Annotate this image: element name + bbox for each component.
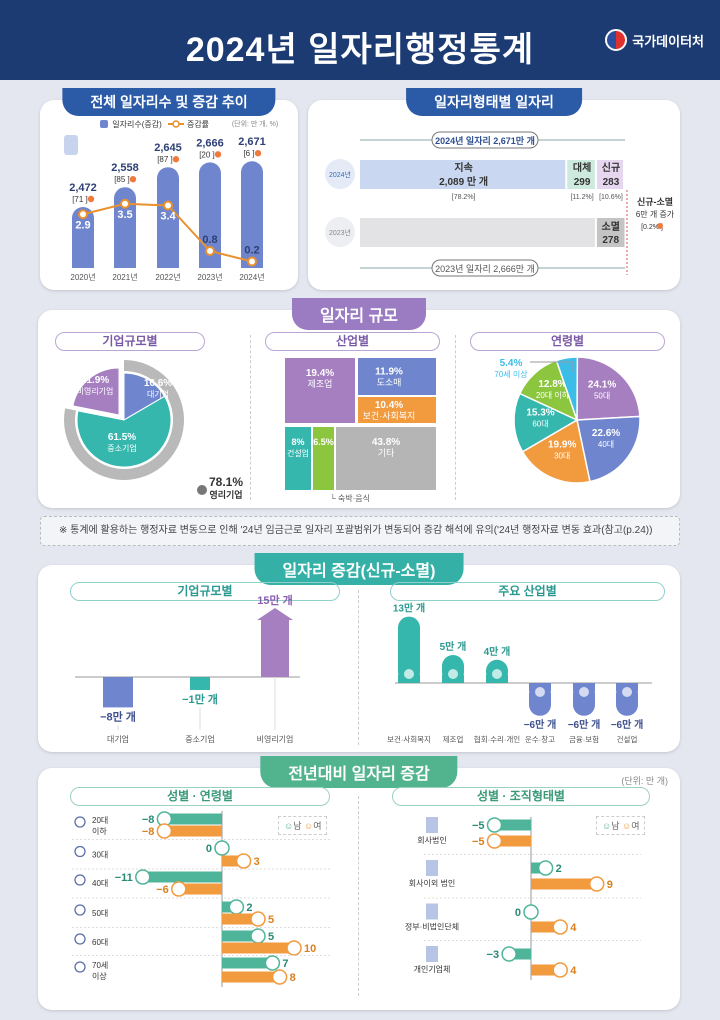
header: 2024년 일자리행정통계 국가데이터처: [0, 0, 720, 80]
agency-logo: 국가데이터처: [605, 28, 704, 52]
legend-female: 여: [313, 821, 322, 831]
legend-age: ☺남 ☺여: [278, 816, 328, 835]
trend-title: 전체 일자리수 및 증감 추이: [62, 88, 276, 116]
page-title: 2024년 일자리행정통계: [185, 31, 535, 69]
forms-title: 일자리형태별 일자리: [406, 88, 582, 116]
female-icon: ☺: [304, 821, 314, 831]
divider: [455, 335, 456, 500]
sub-company: 기업규모별: [70, 582, 340, 601]
divider: [358, 796, 359, 996]
sub-org: 성별 · 조직형태별: [392, 787, 650, 806]
agency-name: 국가데이터처: [632, 33, 704, 49]
sub-age: 연령별: [470, 332, 665, 351]
female-icon: ☺: [622, 821, 632, 831]
yoy-title: 전년대비 일자리 증감: [260, 756, 458, 788]
taegeuk-logo-icon: [605, 29, 628, 51]
yoy-panel: 전년대비 일자리 증감 (단위: 만 개) 성별 · 연령별 성별 · 조직형태…: [38, 756, 680, 1010]
divider: [358, 590, 359, 745]
trend-panel: 전체 일자리수 및 증감 추이: [40, 88, 298, 290]
male-icon: ☺: [602, 821, 612, 831]
sub-company: 기업규모별: [55, 332, 205, 351]
scale-panel: 일자리 규모 기업규모별 산업별 연령별: [38, 298, 680, 508]
change-panel: 일자리 증감(신규-소멸) 기업규모별 주요 산업별: [38, 553, 680, 752]
male-icon: ☺: [284, 821, 294, 831]
scale-title: 일자리 규모: [291, 298, 427, 330]
legend-male: 남: [293, 821, 302, 831]
legend-org: ☺남 ☺여: [596, 816, 646, 835]
unit-label: (단위: 만 개): [621, 776, 668, 786]
sub-industry: 산업별: [265, 332, 440, 351]
divider: [250, 335, 251, 500]
change-title: 일자리 증감(신규-소멸): [254, 553, 464, 585]
sub-age: 성별 · 연령별: [70, 787, 330, 806]
legend-male: 남: [611, 821, 620, 831]
legend-female: 여: [631, 821, 640, 831]
forms-panel: 일자리형태별 일자리: [308, 88, 680, 290]
footnote: ※ 통계에 활용하는 행정자료 변동으로 인해 '24년 임금근로 일자리 포괄…: [40, 516, 680, 546]
sub-industry: 주요 산업별: [390, 582, 665, 601]
